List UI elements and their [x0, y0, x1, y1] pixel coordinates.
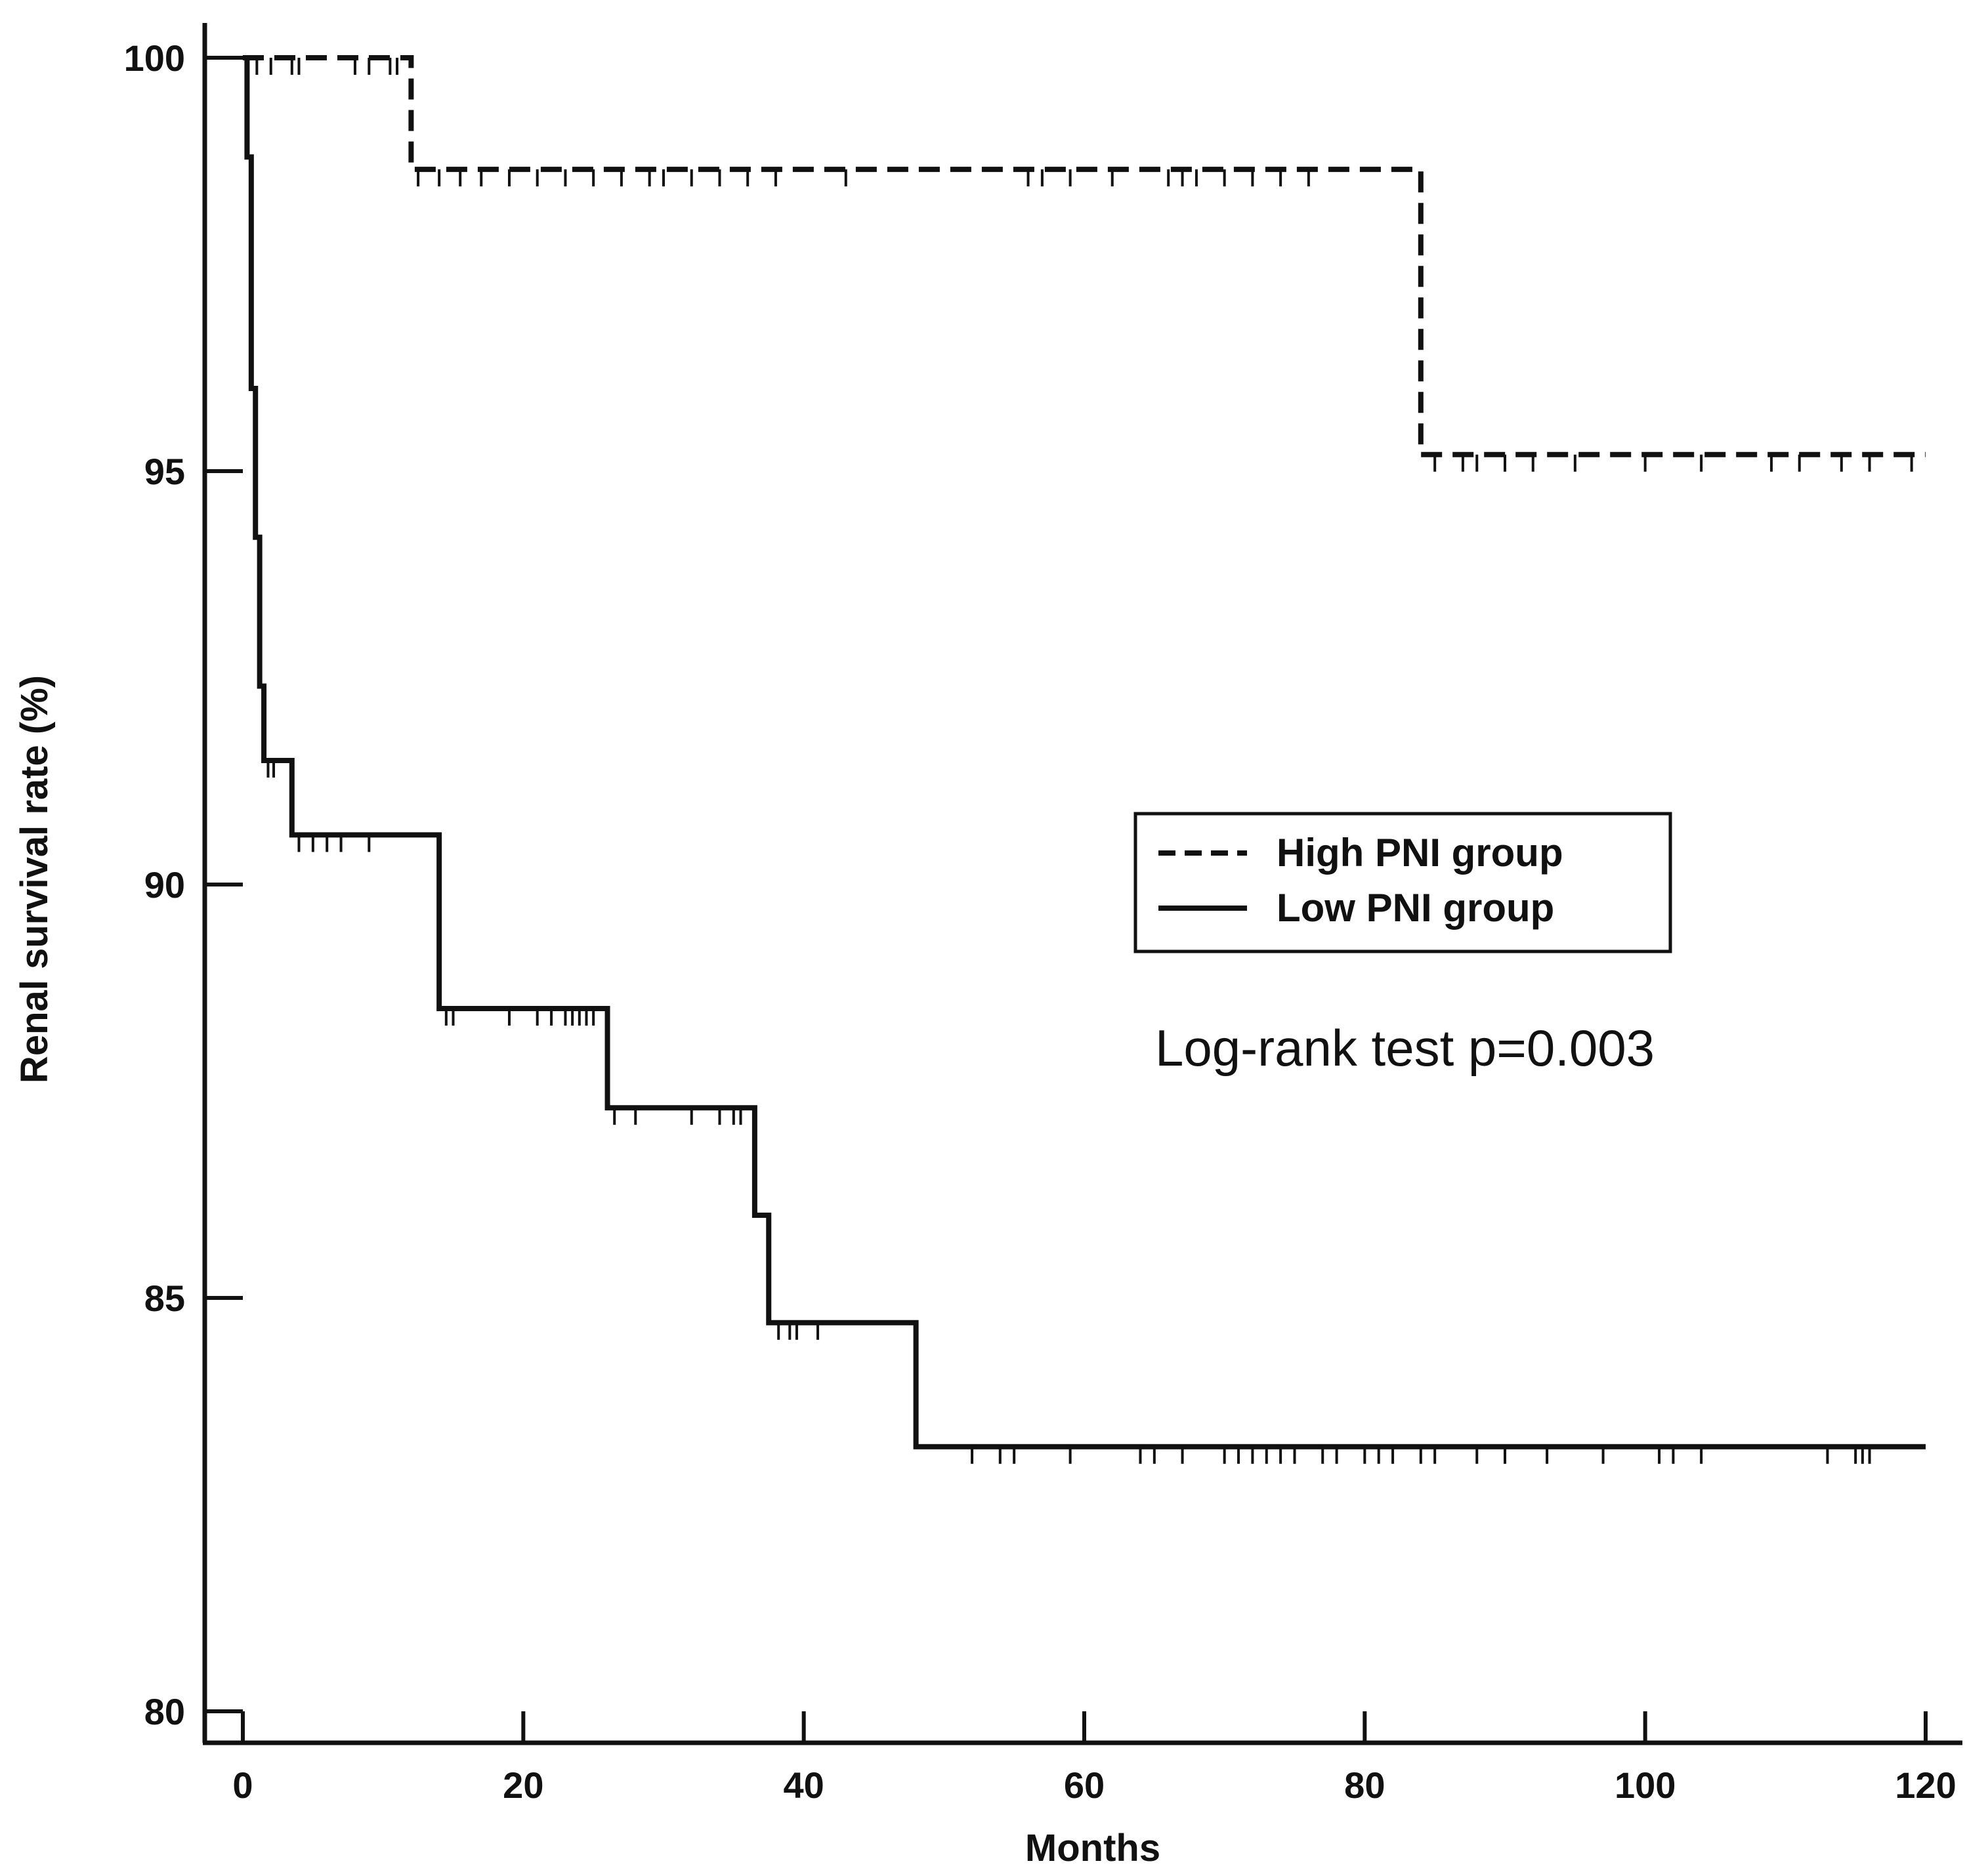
- series-high-pni: [243, 55, 1926, 472]
- axes: [202, 23, 1962, 1745]
- series-low-pni: [243, 55, 1926, 1464]
- survival-curves: [243, 55, 1926, 1464]
- x-tick-label: 60: [1064, 1764, 1105, 1806]
- legend: High PNI group Low PNI group: [1133, 812, 1672, 953]
- y-axis-title: Renal survival rate (%): [13, 675, 56, 1083]
- x-tick-label: 20: [503, 1764, 543, 1806]
- log-rank-annotation: Log-rank test p=0.003: [1155, 1019, 1655, 1077]
- survival-line: [243, 55, 1926, 457]
- y-tick-label: 90: [144, 864, 185, 906]
- x-tick-label: 40: [784, 1764, 824, 1806]
- y-tick-label: 85: [144, 1278, 185, 1319]
- legend-label-low-pni: Low PNI group: [1277, 886, 1554, 930]
- y-tick-label: 95: [144, 451, 185, 492]
- legend-label-high-pni: High PNI group: [1277, 831, 1563, 875]
- y-tick-label: 100: [124, 37, 185, 79]
- survival-line: [243, 55, 1926, 1449]
- x-tick-label: 100: [1615, 1764, 1676, 1806]
- x-tick-label: 120: [1895, 1764, 1956, 1806]
- x-tick-label: 0: [232, 1764, 253, 1806]
- x-axis-ticks: 0 20 40 60 80 100 120: [232, 1711, 1956, 1806]
- x-axis-title: Months: [1025, 1827, 1160, 1869]
- legend-box: [1133, 812, 1672, 953]
- x-tick-label: 80: [1344, 1764, 1385, 1806]
- y-axis-ticks: 80 85 90 95 100: [124, 37, 243, 1732]
- y-tick-label: 80: [144, 1691, 185, 1732]
